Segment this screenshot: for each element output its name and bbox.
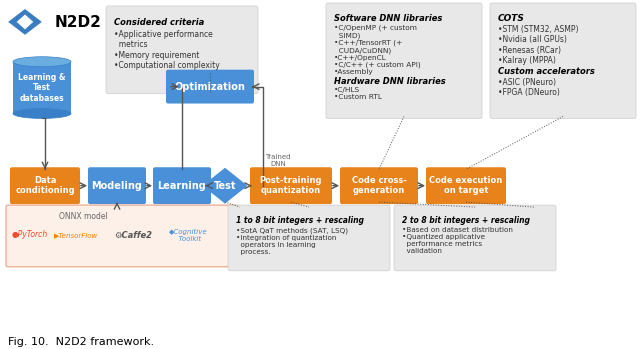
FancyBboxPatch shape [340,167,418,204]
FancyBboxPatch shape [13,62,71,113]
Text: 1 to 8 bit integers + rescaling: 1 to 8 bit integers + rescaling [236,216,364,225]
Text: Software DNN libraries: Software DNN libraries [334,14,442,23]
Text: •Based on dataset distribution
•Quantized applicative
  performance metrics
  va: •Based on dataset distribution •Quantize… [402,227,513,254]
Text: ONNX model: ONNX model [59,212,108,221]
FancyBboxPatch shape [326,3,482,118]
Text: ▶TensorFlow: ▶TensorFlow [54,232,98,238]
FancyBboxPatch shape [10,167,80,204]
FancyBboxPatch shape [490,3,636,118]
Text: •ASIC (PNeuro)
•FPGA (DNeuro): •ASIC (PNeuro) •FPGA (DNeuro) [498,78,560,97]
FancyBboxPatch shape [6,205,238,267]
Text: Code execution
on target: Code execution on target [429,176,502,195]
Text: COTS: COTS [498,14,525,23]
Text: •Applicative performance
  metrics
•Memory requirement
•Computational complexity: •Applicative performance metrics •Memory… [114,30,220,70]
Text: Test: Test [214,181,236,191]
Ellipse shape [13,57,71,67]
Text: •SotA QaT methods (SAT, LSQ)
•Integration of quantization
  operators in learnin: •SotA QaT methods (SAT, LSQ) •Integratio… [236,227,348,254]
Text: Hardware DNN libraries: Hardware DNN libraries [334,77,445,86]
Text: •C/OpenMP (+ custom
  SIMD)
•C++/TensorRT (+
  CUDA/CuDNN)
•C++/OpenCL
•C/C++ (+: •C/OpenMP (+ custom SIMD) •C++/TensorRT … [334,25,420,75]
FancyBboxPatch shape [166,70,254,104]
Ellipse shape [13,109,71,118]
FancyBboxPatch shape [426,167,506,204]
Text: Fig. 10.  N2D2 framework.: Fig. 10. N2D2 framework. [8,336,154,347]
FancyBboxPatch shape [106,6,258,94]
Polygon shape [202,168,248,203]
Text: Modeling: Modeling [92,181,143,191]
Text: Data
conditioning: Data conditioning [15,176,75,195]
Text: •STM (STM32, ASMP)
•Nvidia (all GPUs)
•Renesas (RCar)
•Kalray (MPPA): •STM (STM32, ASMP) •Nvidia (all GPUs) •R… [498,25,579,65]
Text: Learning &
Test
databases: Learning & Test databases [19,73,66,103]
Text: Post-training
quantization: Post-training quantization [260,176,323,195]
Text: Code cross-
generation: Code cross- generation [351,176,406,195]
Text: Optimization: Optimization [175,82,245,92]
Text: ◆Cognitive
  Toolkit: ◆Cognitive Toolkit [169,228,207,242]
Text: 2 to 8 bit integers + rescaling: 2 to 8 bit integers + rescaling [402,216,530,225]
Text: ●PyTorch: ●PyTorch [12,230,48,239]
Polygon shape [7,8,44,36]
Text: N2D2: N2D2 [55,15,102,30]
Text: ⚙Caffe2: ⚙Caffe2 [114,230,152,239]
Text: Trained
DNN: Trained DNN [266,154,291,167]
FancyBboxPatch shape [88,167,146,204]
Text: •C/HLS
•Custom RTL: •C/HLS •Custom RTL [334,87,382,99]
Text: Considered criteria: Considered criteria [114,18,204,27]
Polygon shape [16,14,34,30]
Text: Custom accelerators: Custom accelerators [498,67,595,76]
FancyBboxPatch shape [153,167,211,204]
FancyBboxPatch shape [394,205,556,271]
FancyBboxPatch shape [228,205,390,271]
Text: Learning: Learning [157,181,206,191]
FancyBboxPatch shape [250,167,332,204]
